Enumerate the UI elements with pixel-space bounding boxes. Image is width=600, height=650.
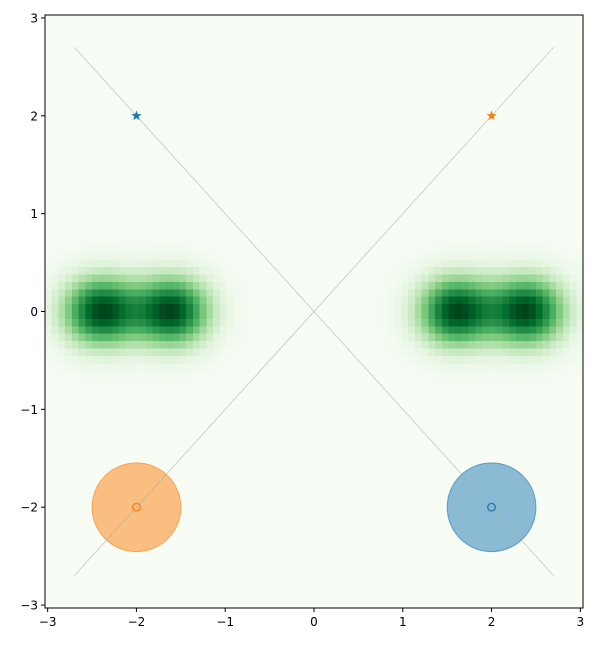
trajectories [74,47,554,576]
goal-circle-marker-2 [131,502,141,512]
y-tick-label: −2 [20,501,38,515]
x-tick-label: 1 [399,615,407,629]
x-tick-label: 0 [310,615,318,629]
x-tick-label: 3 [577,615,585,629]
x-tick-label: −3 [39,615,57,629]
x-axis: −3 −2 −1 0 1 2 3 [39,608,584,629]
y-tick-label: −3 [20,599,38,613]
plot-area [45,15,583,608]
start-star-marker-1 [131,110,142,121]
y-tick-label: −1 [20,403,38,417]
markers [131,110,497,512]
y-tick-label: 0 [30,305,38,319]
x-tick-label: −1 [216,615,234,629]
goal-circle-marker-1 [487,502,497,512]
y-axis: −3 −2 −1 0 1 2 3 [20,11,45,613]
x-tick-label: −2 [128,615,146,629]
y-tick-label: 1 [30,207,38,221]
x-tick-label: 2 [488,615,496,629]
trajectory-line-2 [74,47,554,576]
y-tick-label: 3 [30,11,38,25]
y-tick-label: 2 [30,109,38,123]
start-star-marker-2 [486,110,497,121]
